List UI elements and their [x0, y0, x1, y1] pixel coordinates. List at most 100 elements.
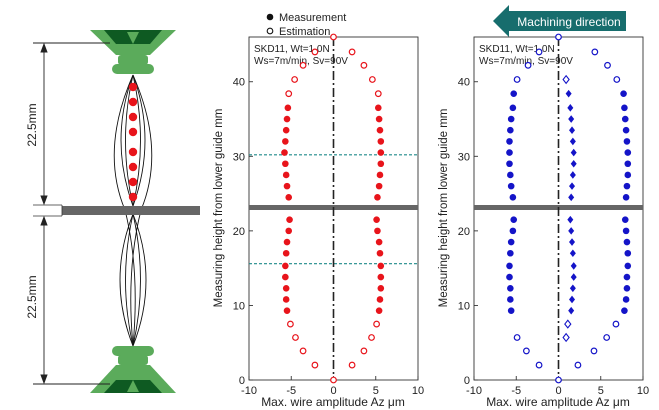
point-estimation: [299, 61, 307, 69]
point-measurement: [621, 115, 629, 123]
point-measurement: [507, 182, 515, 190]
point-measurement: [624, 262, 632, 270]
point-measurement: [283, 307, 291, 314]
point-estimation: [591, 48, 599, 56]
point-estimation: [292, 334, 299, 341]
point-measurement: [285, 227, 293, 235]
point-estimation: [368, 334, 375, 341]
point-estimation: [299, 347, 307, 355]
legend-marker-measurement: [266, 13, 274, 21]
legend-label-estimation: Estimation: [279, 26, 330, 38]
legend-marker-estimation: [266, 27, 274, 35]
y-tick-label: 10: [458, 300, 470, 312]
point-estimation: [330, 376, 337, 384]
point-estimation: [522, 347, 530, 355]
point-measurement: [506, 160, 513, 168]
point-measurement: [623, 182, 631, 190]
y-axis-label: Measuring height from lower guide mm: [438, 109, 450, 308]
point-measurement: [375, 115, 383, 123]
point-measurement: [282, 126, 290, 134]
point-measurement: [622, 227, 630, 235]
point-estimation: [604, 61, 611, 69]
point-measurement: [624, 171, 632, 179]
point-diamond: [569, 295, 576, 304]
x-tick-label: 5: [598, 385, 604, 397]
point-estimation: [603, 334, 611, 341]
x-tick-label: -10: [241, 385, 257, 397]
point-measurement: [376, 126, 384, 134]
point-diamond: [569, 171, 576, 179]
point-estimation: [590, 347, 598, 355]
point-measurement: [286, 216, 293, 223]
chart-red-amplitude: Measurement Estimation SKD11, Wt=1.0N Ws…: [213, 12, 424, 409]
upper-guide: [90, 30, 176, 74]
point-diamond: [570, 262, 577, 270]
point-measurement: [510, 90, 518, 97]
point-measurement: [507, 126, 514, 134]
point-measurement: [507, 238, 515, 246]
machining-direction-banner: Machining direction: [493, 5, 626, 37]
machining-direction-label: Machining direction: [517, 15, 620, 29]
point-diamond: [568, 193, 575, 202]
point-estimation: [373, 320, 380, 328]
wire-measurement-dots: [128, 82, 138, 202]
dimension-lines: [33, 42, 110, 385]
point-measurement: [622, 194, 630, 201]
point-estimation: [348, 48, 356, 56]
annotation-material: SKD11, Wt=1.0N: [479, 44, 555, 55]
point-measurement: [509, 227, 517, 235]
point-measurement: [284, 104, 292, 112]
point-estimation: [291, 76, 299, 83]
point-measurement: [623, 284, 631, 292]
point-diamond: [565, 89, 572, 98]
x-tick-label: 0: [330, 385, 336, 397]
point-measurement: [282, 284, 290, 292]
x-axis-label: Max. wire amplitude Az μm: [261, 395, 405, 409]
point-measurement: [376, 249, 384, 257]
x-tick-label: 10: [412, 385, 424, 397]
point-measurement: [373, 216, 380, 223]
point-measurement: [375, 182, 383, 190]
point-measurement: [506, 273, 513, 281]
x-tick-label: -5: [286, 385, 296, 397]
chart-blue-amplitude: Machining direction SKD11, Wt=1.0N Ws=7m…: [438, 5, 649, 409]
point-diamond: [569, 126, 576, 135]
point-estimation: [368, 76, 376, 83]
point-measurement: [282, 249, 290, 257]
point-measurement: [621, 216, 629, 223]
x-axis-label: Max. wire amplitude Az μm: [486, 395, 630, 409]
point-measurement: [623, 138, 631, 145]
point-measurement: [282, 262, 289, 270]
point-measurement: [624, 160, 632, 168]
point-measurement: [510, 216, 518, 223]
y-tick-label: 20: [233, 226, 245, 238]
point-estimation: [374, 90, 382, 98]
point-measurement: [506, 138, 513, 145]
point-estimation: [613, 76, 621, 83]
x-tick-label: 10: [637, 385, 649, 397]
point-measurement: [282, 296, 290, 303]
point-measurement: [622, 296, 630, 303]
point-diamond: [569, 238, 576, 246]
point-measurement: [282, 138, 289, 145]
point-measurement: [282, 171, 290, 179]
point-diamond: [570, 148, 577, 157]
point-measurement: [507, 307, 515, 314]
point-measurement: [376, 171, 384, 179]
machining-direction-arrow: [493, 5, 626, 37]
point-estimation: [535, 361, 543, 369]
point-diamond: [569, 249, 576, 258]
point-estimation: [285, 90, 293, 98]
point-measurement: [281, 149, 288, 156]
annotation-conditions: Ws=7m/min, Sv=90V: [254, 56, 348, 67]
annotation-material: SKD11, Wt=1.0N: [254, 44, 330, 55]
point-estimation: [348, 361, 356, 369]
point-measurement: [283, 182, 291, 190]
point-measurement: [377, 138, 385, 145]
workpiece-edge: [33, 204, 63, 217]
point-estimation: [555, 376, 562, 384]
point-diamond: [568, 115, 575, 123]
point-measurement: [620, 90, 627, 97]
point-measurement: [509, 194, 517, 201]
point-measurement: [507, 284, 514, 292]
